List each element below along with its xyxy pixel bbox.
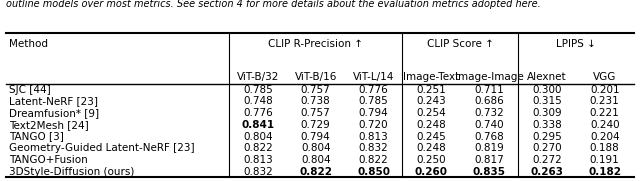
Text: 0.182: 0.182 [588,167,621,176]
Text: 0.686: 0.686 [474,96,504,106]
Text: 0.251: 0.251 [417,85,446,95]
Text: 0.254: 0.254 [417,108,446,118]
Text: ViT-B/32: ViT-B/32 [237,72,279,82]
Text: 0.221: 0.221 [590,108,620,118]
Text: 0.841: 0.841 [241,120,275,130]
Text: 0.263: 0.263 [531,167,563,176]
Text: 0.757: 0.757 [301,85,331,95]
Text: 0.243: 0.243 [417,96,446,106]
Text: 0.300: 0.300 [532,85,562,95]
Text: 0.711: 0.711 [474,85,504,95]
Text: 0.245: 0.245 [417,132,446,142]
Text: 0.309: 0.309 [532,108,562,118]
Text: 0.729: 0.729 [301,120,331,130]
Text: Latent-NeRF [23]: Latent-NeRF [23] [9,96,98,106]
Text: 0.804: 0.804 [301,143,330,153]
Text: 0.740: 0.740 [474,120,504,130]
Text: 0.748: 0.748 [243,96,273,106]
Text: 0.248: 0.248 [417,120,446,130]
Text: 0.191: 0.191 [590,155,620,165]
Text: 0.201: 0.201 [590,85,620,95]
Text: CLIP Score ↑: CLIP Score ↑ [427,39,493,49]
Text: ViT-B/16: ViT-B/16 [294,72,337,82]
Text: 0.295: 0.295 [532,132,562,142]
Text: 0.813: 0.813 [243,155,273,165]
Text: 0.272: 0.272 [532,155,562,165]
Text: 0.850: 0.850 [357,167,390,176]
Text: 0.270: 0.270 [532,143,562,153]
Text: Image-Image: Image-Image [455,72,524,82]
Text: 0.240: 0.240 [590,120,620,130]
Text: 3DStyle-Diffusion (ours): 3DStyle-Diffusion (ours) [9,167,134,176]
Text: outline models over most metrics. See section 4 for more details about the evalu: outline models over most metrics. See se… [6,0,541,9]
Text: 0.732: 0.732 [474,108,504,118]
Text: 0.822: 0.822 [358,155,388,165]
Text: 0.776: 0.776 [358,85,388,95]
Text: 0.738: 0.738 [301,96,331,106]
Text: 0.204: 0.204 [590,132,620,142]
Text: 0.813: 0.813 [358,132,388,142]
Text: 0.832: 0.832 [358,143,388,153]
Text: SJC [44]: SJC [44] [9,85,51,95]
Text: 0.822: 0.822 [243,143,273,153]
Text: Method: Method [9,39,48,49]
Text: Alexnet: Alexnet [527,72,567,82]
Text: Text2Mesh [24]: Text2Mesh [24] [9,120,89,130]
Text: 0.188: 0.188 [590,143,620,153]
Text: 0.757: 0.757 [301,108,331,118]
Text: TANGO [3]: TANGO [3] [9,132,64,142]
Text: 0.822: 0.822 [300,167,332,176]
Text: 0.819: 0.819 [474,143,504,153]
Text: 0.248: 0.248 [417,143,446,153]
Text: 0.794: 0.794 [301,132,331,142]
Text: LPIPS ↓: LPIPS ↓ [556,39,596,49]
Text: TANGO+Fusion: TANGO+Fusion [9,155,88,165]
Text: 0.338: 0.338 [532,120,562,130]
Text: Dreamfusion* [9]: Dreamfusion* [9] [9,108,99,118]
Text: 0.835: 0.835 [472,167,506,176]
Text: 0.785: 0.785 [243,85,273,95]
Text: 0.832: 0.832 [243,167,273,176]
Text: 0.785: 0.785 [358,96,388,106]
Text: Geometry-Guided Latent-NeRF [23]: Geometry-Guided Latent-NeRF [23] [9,143,195,153]
Text: VGG: VGG [593,72,616,82]
Text: 0.804: 0.804 [243,132,273,142]
Text: 0.776: 0.776 [243,108,273,118]
Text: CLIP R-Precision ↑: CLIP R-Precision ↑ [268,39,364,49]
Text: 0.231: 0.231 [590,96,620,106]
Text: 0.315: 0.315 [532,96,562,106]
Text: 0.250: 0.250 [417,155,446,165]
Text: 0.804: 0.804 [301,155,330,165]
Text: 0.768: 0.768 [474,132,504,142]
Text: 0.260: 0.260 [415,167,448,176]
Text: Image-Text: Image-Text [403,72,460,82]
Text: 0.720: 0.720 [359,120,388,130]
Text: ViT-L/14: ViT-L/14 [353,72,394,82]
Text: 0.794: 0.794 [358,108,388,118]
Text: 0.817: 0.817 [474,155,504,165]
